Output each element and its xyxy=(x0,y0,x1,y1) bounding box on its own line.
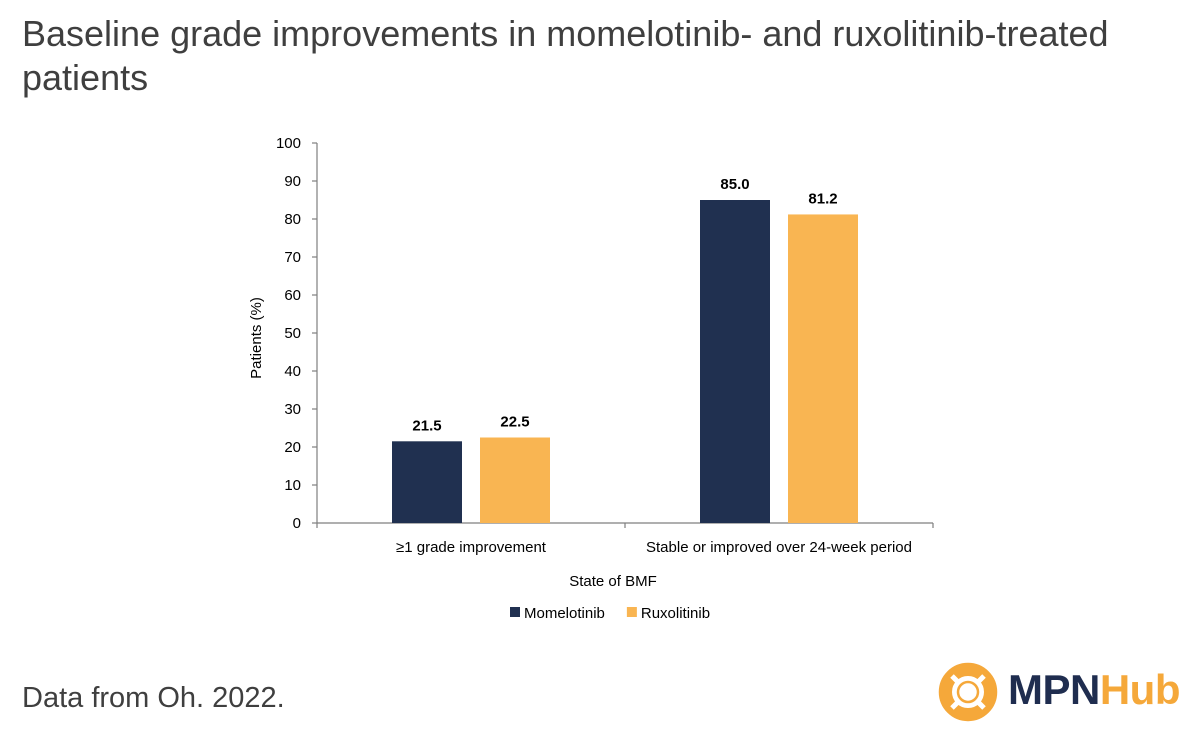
data-source-note: Data from Oh. 2022. xyxy=(22,682,285,714)
y-tick-label: 70 xyxy=(284,249,301,266)
legend-swatch-momelotinib xyxy=(510,607,520,617)
data-label: 21.5 xyxy=(412,417,441,434)
data-label: 81.2 xyxy=(808,190,837,207)
lifebuoy-icon xyxy=(938,662,998,722)
logo-hub-text: Hub xyxy=(1099,666,1181,713)
x-tick-label: ≥1 grade improvement xyxy=(396,539,547,556)
bar-ruxolitinib xyxy=(788,214,858,523)
x-axis-title: State of BMF xyxy=(569,573,657,590)
data-label: 22.5 xyxy=(500,414,529,431)
bar-ruxolitinib xyxy=(480,437,550,523)
y-tick-label: 90 xyxy=(284,173,301,190)
legend-label-ruxolitinib: Ruxolitinib xyxy=(641,605,710,622)
legend-label-momelotinib: Momelotinib xyxy=(524,605,605,622)
bar-momelotinib xyxy=(392,441,462,523)
y-tick-label: 50 xyxy=(284,325,301,342)
y-tick-label: 60 xyxy=(284,287,301,304)
mpnhub-logo: MPNHub xyxy=(938,660,1190,724)
y-tick-label: 80 xyxy=(284,211,301,228)
x-tick-label: Stable or improved over 24-week period xyxy=(646,539,912,556)
bar-momelotinib xyxy=(700,200,770,523)
legend-swatch-ruxolitinib xyxy=(626,607,637,617)
data-label: 85.0 xyxy=(720,176,749,193)
y-tick-label: 40 xyxy=(284,363,301,380)
logo-wordmark: MPNHub xyxy=(1008,666,1181,714)
y-axis-title: Patients (%) xyxy=(248,297,265,379)
y-tick-label: 30 xyxy=(284,401,301,418)
y-tick-label: 100 xyxy=(276,135,301,152)
page-title: Baseline grade improvements in momelotin… xyxy=(22,13,1109,98)
y-tick-label: 0 xyxy=(293,515,301,532)
y-tick-label: 20 xyxy=(284,439,301,456)
logo-mpn-text: MPN xyxy=(1008,666,1100,713)
y-tick-label: 10 xyxy=(284,477,301,494)
